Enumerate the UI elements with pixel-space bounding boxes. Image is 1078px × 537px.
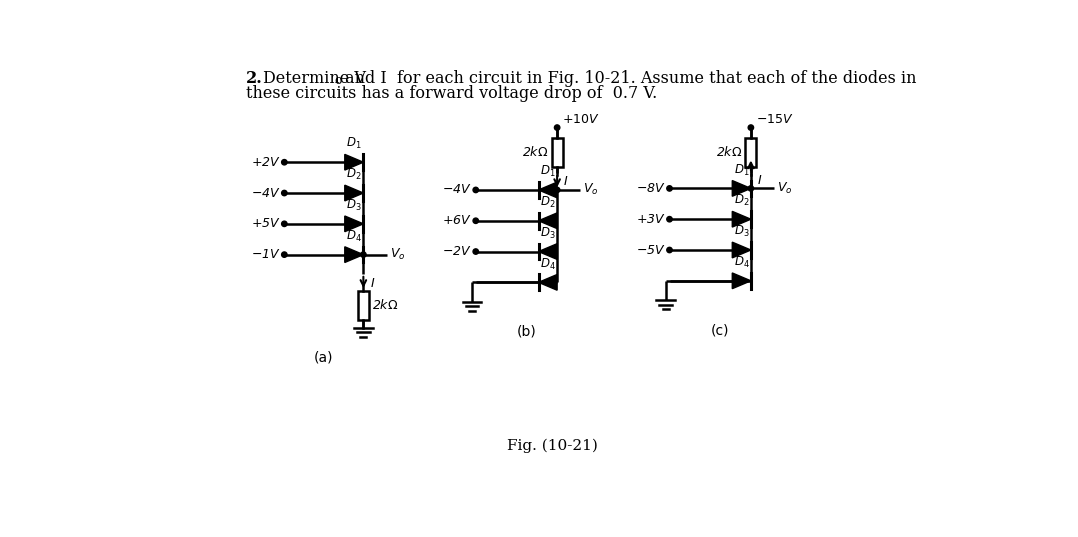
Text: $D_{4}$: $D_{4}$ (734, 255, 749, 270)
Polygon shape (732, 242, 751, 258)
Text: $D_{4}$: $D_{4}$ (346, 229, 362, 244)
Text: $-15V$: $-15V$ (756, 113, 793, 126)
Polygon shape (539, 213, 557, 229)
Circle shape (667, 216, 673, 222)
Text: $-$8$V$: $-$8$V$ (636, 182, 665, 195)
Text: $+$2$V$: $+$2$V$ (251, 156, 280, 169)
Polygon shape (732, 212, 751, 227)
Polygon shape (539, 182, 557, 198)
Text: $D_{2}$: $D_{2}$ (734, 193, 749, 208)
Text: $D_{4}$: $D_{4}$ (540, 257, 556, 272)
Text: 2k$\Omega$: 2k$\Omega$ (372, 299, 398, 313)
Text: $+$6$V$: $+$6$V$ (442, 214, 472, 227)
Text: $D_{1}$: $D_{1}$ (734, 163, 749, 178)
Text: Determine V: Determine V (263, 70, 365, 87)
Text: (a): (a) (314, 351, 333, 365)
Text: Fig. (10-21): Fig. (10-21) (507, 438, 598, 453)
Circle shape (281, 190, 287, 195)
Circle shape (667, 186, 673, 191)
Circle shape (473, 249, 479, 254)
Text: o: o (334, 74, 342, 86)
Polygon shape (345, 185, 363, 201)
Polygon shape (345, 216, 363, 231)
Text: 2k$\Omega$: 2k$\Omega$ (716, 145, 743, 159)
Circle shape (473, 218, 479, 223)
Text: (c): (c) (710, 323, 729, 337)
Circle shape (748, 186, 754, 191)
Polygon shape (539, 274, 557, 290)
Text: $D_{1}$: $D_{1}$ (346, 136, 362, 151)
Text: 2k$\Omega$: 2k$\Omega$ (522, 145, 549, 159)
Text: $D_{3}$: $D_{3}$ (734, 224, 749, 239)
Bar (358, 291, 369, 320)
Circle shape (281, 252, 287, 257)
Circle shape (554, 187, 559, 193)
Text: $+$3$V$: $+$3$V$ (636, 213, 665, 226)
Text: $-$4$V$: $-$4$V$ (442, 184, 472, 197)
Circle shape (554, 125, 559, 130)
Text: these circuits has a forward voltage drop of  0.7 V.: these circuits has a forward voltage dro… (246, 85, 657, 102)
Circle shape (281, 221, 287, 227)
Text: $D_{3}$: $D_{3}$ (346, 198, 362, 213)
Text: $-$1$V$: $-$1$V$ (251, 248, 280, 261)
Text: $D_{1}$: $D_{1}$ (540, 164, 555, 179)
Bar (746, 137, 757, 167)
Text: $V_o$: $V_o$ (390, 247, 405, 262)
Text: $-$5$V$: $-$5$V$ (636, 243, 665, 257)
Polygon shape (539, 244, 557, 259)
Polygon shape (345, 247, 363, 263)
Circle shape (281, 159, 287, 165)
Text: $D_{2}$: $D_{2}$ (540, 195, 555, 210)
Text: $+10V$: $+10V$ (562, 113, 599, 126)
Text: $-$2$V$: $-$2$V$ (442, 245, 472, 258)
Circle shape (361, 252, 367, 257)
Text: $I$: $I$ (564, 175, 569, 188)
Text: $I$: $I$ (370, 277, 375, 289)
Bar (552, 137, 563, 167)
Text: $I$: $I$ (757, 174, 762, 187)
Text: and I  for each circuit in Fig. 10-21. Assume that each of the diodes in: and I for each circuit in Fig. 10-21. As… (341, 70, 916, 87)
Text: $-$4$V$: $-$4$V$ (251, 186, 280, 200)
Polygon shape (732, 273, 751, 289)
Polygon shape (345, 154, 363, 170)
Polygon shape (732, 180, 751, 196)
Text: $D_{2}$: $D_{2}$ (346, 167, 362, 182)
Text: $V_o$: $V_o$ (583, 183, 599, 198)
Circle shape (667, 248, 673, 253)
Circle shape (748, 125, 754, 130)
Text: (b): (b) (516, 325, 536, 339)
Text: 2.: 2. (246, 70, 262, 87)
Text: $D_{3}$: $D_{3}$ (540, 226, 555, 241)
Circle shape (473, 187, 479, 193)
Text: $+$5$V$: $+$5$V$ (251, 217, 280, 230)
Text: $V_o$: $V_o$ (777, 181, 792, 196)
